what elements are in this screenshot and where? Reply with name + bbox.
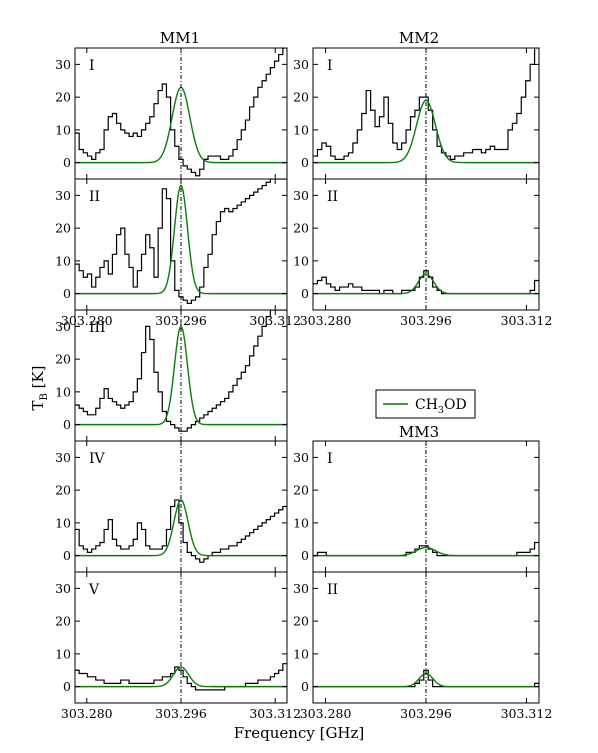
y-tick-label-mm1-i-0: 0 (63, 155, 71, 170)
panel-label-mm1-iii: III (89, 320, 106, 336)
column-title-mm2: MM2 (399, 29, 439, 47)
y-tick-label-mm2-ii-30: 30 (293, 188, 309, 203)
model-spectrum-mm2-ii (313, 273, 539, 295)
y-tick-label-mm2-i-0: 0 (301, 155, 309, 170)
x-tick-label-mm3-ii-2: 303.312 (501, 706, 553, 721)
panel-label-mm1-i: I (89, 58, 95, 74)
panel-label-mm3-i: I (327, 451, 333, 467)
y-tick-label-mm1-i-30: 30 (55, 57, 71, 72)
y-tick-label-mm1-v-20: 20 (55, 614, 71, 629)
y-tick-label-mm1-iv-10: 10 (55, 515, 71, 530)
panel-mm2-i: 0 10 20 30 I (293, 47, 540, 180)
y-tick-label-mm1-ii-30: 30 (55, 188, 71, 203)
y-tick-label-mm3-i-20: 20 (293, 483, 309, 498)
y-tick-label-mm1-i-10: 10 (55, 122, 71, 137)
y-tick-label-mm1-iii-20: 20 (55, 352, 71, 367)
y-tick-label-mm1-ii-20: 20 (55, 221, 71, 236)
x-tick-label-mm3-ii-1: 303.296 (400, 706, 452, 721)
panel-label-mm1-iv: IV (89, 451, 106, 467)
legend-label-prefix: CH (415, 397, 438, 413)
y-tick-label-mm1-iv-0: 0 (63, 548, 71, 563)
panel-mm1-v: 0 10 20 30 303.280 303.296 303.312 V (55, 571, 301, 721)
y-axis-title: TB [K] (29, 365, 50, 410)
legend-label-suffix: OD (444, 397, 467, 413)
column-title-mm1: MM1 (160, 29, 200, 47)
y-tick-label-mm3-ii-10: 10 (293, 646, 309, 661)
y-axis-title-main: T (29, 401, 47, 411)
panel-mm2-ii: 0 10 20 30 303.280 303.296 303.312 II (293, 178, 553, 328)
panel-label-mm1-v: V (88, 582, 100, 598)
model-spectrum-mm1-i (75, 86, 287, 164)
y-tick-label-mm3-i-10: 10 (293, 515, 309, 530)
panel-label-mm3-ii: II (327, 582, 338, 598)
y-axis-title-unit: [K] (29, 365, 47, 393)
y-tick-label-mm2-i-20: 20 (293, 90, 309, 105)
model-spectrum-mm1-iii (75, 325, 287, 426)
y-tick-label-mm3-ii-20: 20 (293, 614, 309, 629)
model-spectrum-mm1-iv (75, 499, 287, 557)
panel-label-mm2-i: I (327, 58, 333, 74)
y-tick-label-mm3-ii-0: 0 (301, 679, 309, 694)
x-tick-label-mm1-v-0: 303.280 (61, 706, 113, 721)
panel-mm1-iii: 0 10 20 30 III (55, 309, 288, 442)
legend-label-sub: 3 (438, 405, 444, 416)
x-axis-title: Frequency [GHz] (234, 724, 365, 742)
column-title-mm3: MM3 (399, 423, 439, 441)
x-tick-label-mm1-ii-0: 303.280 (61, 313, 113, 328)
y-tick-label-mm3-i-0: 0 (301, 548, 309, 563)
y-tick-label-mm1-iv-30: 30 (55, 450, 71, 465)
y-tick-label-mm3-i-30: 30 (293, 450, 309, 465)
panel-mm3-i: 0 10 20 30 I (293, 440, 540, 573)
y-tick-label-mm1-iv-20: 20 (55, 483, 71, 498)
panel-mm1-iv: 0 10 20 30 IV (55, 440, 288, 573)
observed-spectrum-mm2-i (313, 48, 539, 160)
panel-mm3-ii: 0 10 20 30 303.280 303.296 303.312 II (293, 571, 553, 721)
x-tick-label-mm1-v-2: 303.312 (249, 706, 301, 721)
panel-label-mm1-ii: II (89, 189, 100, 205)
x-tick-label-mm2-ii-2: 303.312 (501, 313, 553, 328)
observed-spectrum-mm1-iii (75, 310, 287, 432)
panel-label-mm2-ii: II (327, 189, 338, 205)
y-tick-label-mm1-ii-0: 0 (63, 286, 71, 301)
x-tick-label-mm2-ii-0: 303.280 (300, 313, 352, 328)
y-tick-label-mm3-ii-30: 30 (293, 581, 309, 596)
legend: CH3OD (375, 389, 476, 419)
x-tick-label-mm1-ii-2: 303.312 (249, 313, 301, 328)
y-tick-label-mm1-iii-10: 10 (55, 384, 71, 399)
y-tick-label-mm2-ii-0: 0 (301, 286, 309, 301)
x-tick-label-mm1-v-1: 303.296 (155, 706, 207, 721)
model-spectrum-mm2-i (313, 99, 539, 164)
y-tick-label-mm2-i-10: 10 (293, 122, 309, 137)
y-tick-label-mm1-v-30: 30 (55, 581, 71, 596)
observed-spectrum-mm1-ii (75, 179, 287, 305)
x-tick-label-mm3-ii-0: 303.280 (300, 706, 352, 721)
y-tick-label-mm1-ii-10: 10 (55, 253, 71, 268)
legend-entry: CH3OD (415, 397, 467, 416)
y-tick-label-mm1-i-20: 20 (55, 90, 71, 105)
model-spectrum-mm3-i (313, 546, 539, 557)
y-tick-label-mm1-v-0: 0 (63, 679, 71, 694)
y-axis-title-sub: B (39, 393, 50, 400)
y-tick-label-mm1-iii-30: 30 (55, 319, 71, 334)
panel-mm1-i: 0 10 20 30 I (55, 47, 288, 180)
observed-spectrum-mm1-v (75, 663, 287, 691)
y-tick-label-mm2-ii-10: 10 (293, 253, 309, 268)
model-spectrum-mm1-v (75, 666, 287, 688)
observed-spectrum-mm1-i (75, 48, 287, 177)
y-tick-label-mm1-iii-0: 0 (63, 417, 71, 432)
y-tick-label-mm1-v-10: 10 (55, 646, 71, 661)
y-tick-label-mm2-i-30: 30 (293, 57, 309, 72)
y-tick-label-mm2-ii-20: 20 (293, 221, 309, 236)
x-tick-label-mm2-ii-1: 303.296 (400, 313, 452, 328)
